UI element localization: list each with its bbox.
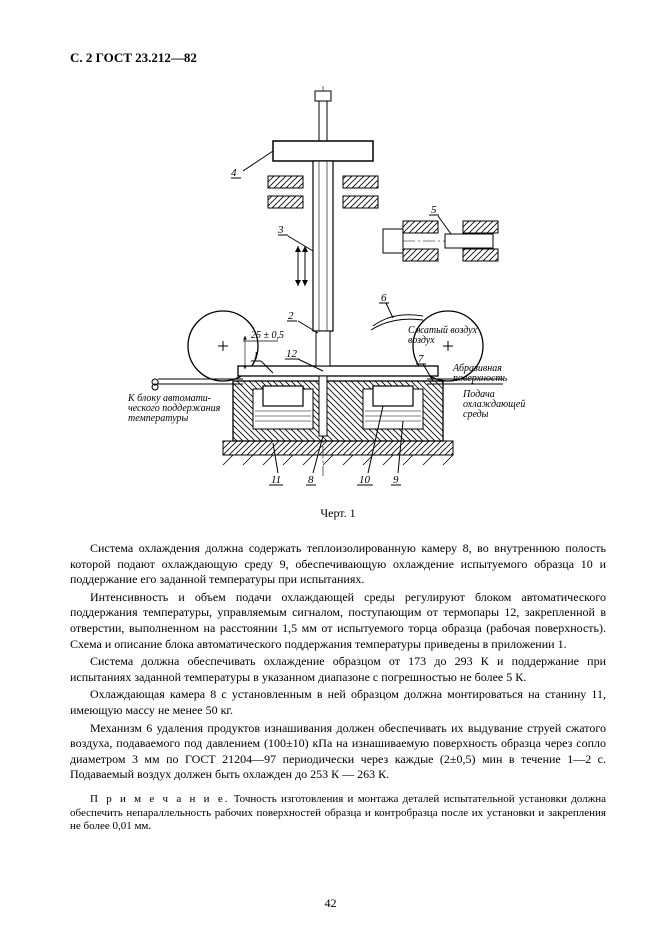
label-1: 1	[253, 350, 259, 362]
note: П р и м е ч а н и е. Точность изготовлен…	[70, 793, 606, 834]
label-4: 4	[231, 167, 237, 179]
paragraph-3: Система должна обеспечивать охлаждение о…	[70, 654, 606, 685]
dim-label: 25 ± 0,5	[251, 330, 284, 341]
paragraph-4: Охлаждающая камера 8 с установленным в н…	[70, 687, 606, 718]
label-5: 5	[431, 204, 437, 216]
label-3: 3	[277, 224, 284, 236]
label-10: 10	[359, 474, 371, 486]
page-header: С. 2 ГОСТ 23.212—82	[70, 50, 606, 66]
label-6: 6	[381, 292, 387, 304]
figure-caption: Черт. 1	[70, 506, 606, 521]
page: С. 2 ГОСТ 23.212—82	[0, 0, 661, 936]
label-12: 12	[286, 348, 298, 360]
drawing-svg: 25 ± 0,5	[123, 81, 553, 501]
callout-feed-3: среды	[463, 409, 489, 420]
paragraph-5: Механизм 6 удаления продуктов изнашивани…	[70, 721, 606, 783]
svg-text:воздух: воздух	[408, 335, 435, 346]
callout-block-3: температуры	[128, 413, 189, 424]
paragraph-1: Система охлаждения должна содержать тепл…	[70, 541, 606, 588]
technical-drawing: 25 ± 0,5	[70, 81, 606, 501]
label-8: 8	[308, 474, 314, 486]
paragraph-2: Интенсивность и объем подачи охлаждающей…	[70, 590, 606, 652]
callout-abrasive-2: поверхность	[453, 373, 508, 384]
label-7: 7	[418, 353, 424, 365]
page-number: 42	[0, 896, 661, 911]
label-11: 11	[271, 474, 281, 486]
label-9: 9	[393, 474, 399, 486]
note-lead: П р и м е ч а н и е.	[90, 793, 229, 805]
label-2: 2	[288, 310, 294, 322]
body-text: Система охлаждения должна содержать тепл…	[70, 541, 606, 783]
